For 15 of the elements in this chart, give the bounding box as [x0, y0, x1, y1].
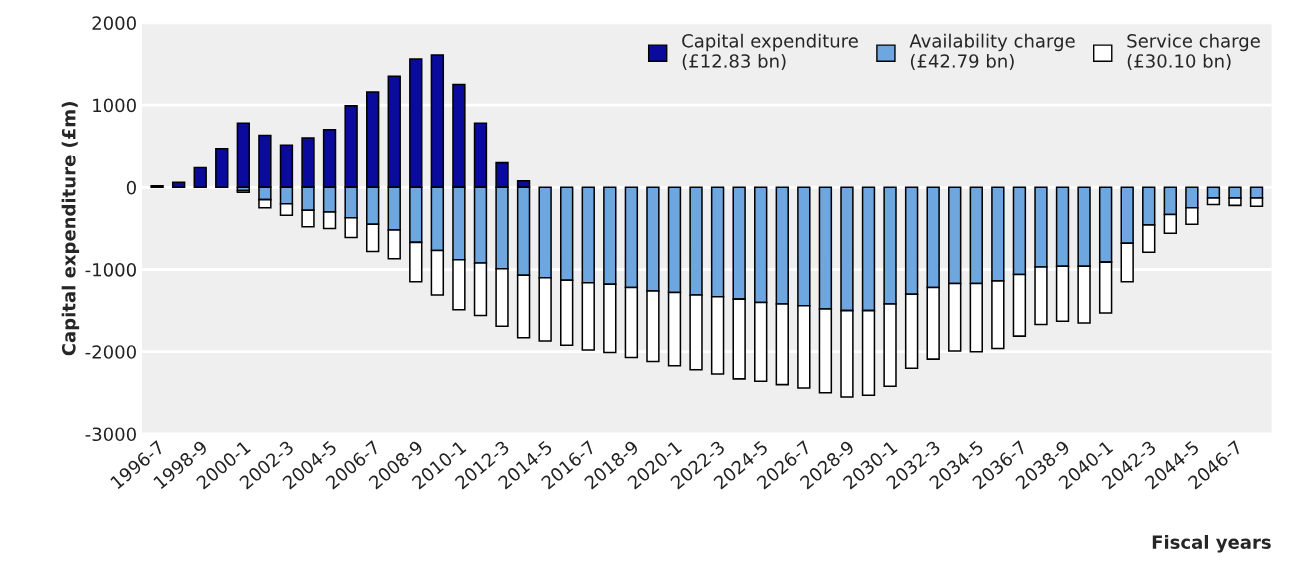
bar	[171, 181, 186, 189]
bar	[193, 166, 207, 189]
y-tick-label: 1000	[93, 98, 136, 113]
legend-label: Availability charge (£42.79 bn)	[909, 33, 1075, 70]
legend-label: Service charge (£30.10 bn)	[1127, 33, 1260, 70]
y-axis-title: Capital expenditure (£m)	[61, 102, 80, 356]
y-tick-label: -3000	[85, 427, 136, 442]
x-axis-title: Fiscal years	[1152, 534, 1271, 553]
y-tick-label: -2000	[85, 345, 136, 359]
y-tick-label: 0	[126, 180, 136, 195]
y-tick-label: -1000	[85, 262, 136, 277]
bar	[236, 122, 251, 189]
y-tick-label: 2000	[92, 16, 136, 30]
bar	[215, 147, 229, 189]
legend-label: Capital expenditure (£12.83 bn)	[682, 33, 858, 70]
